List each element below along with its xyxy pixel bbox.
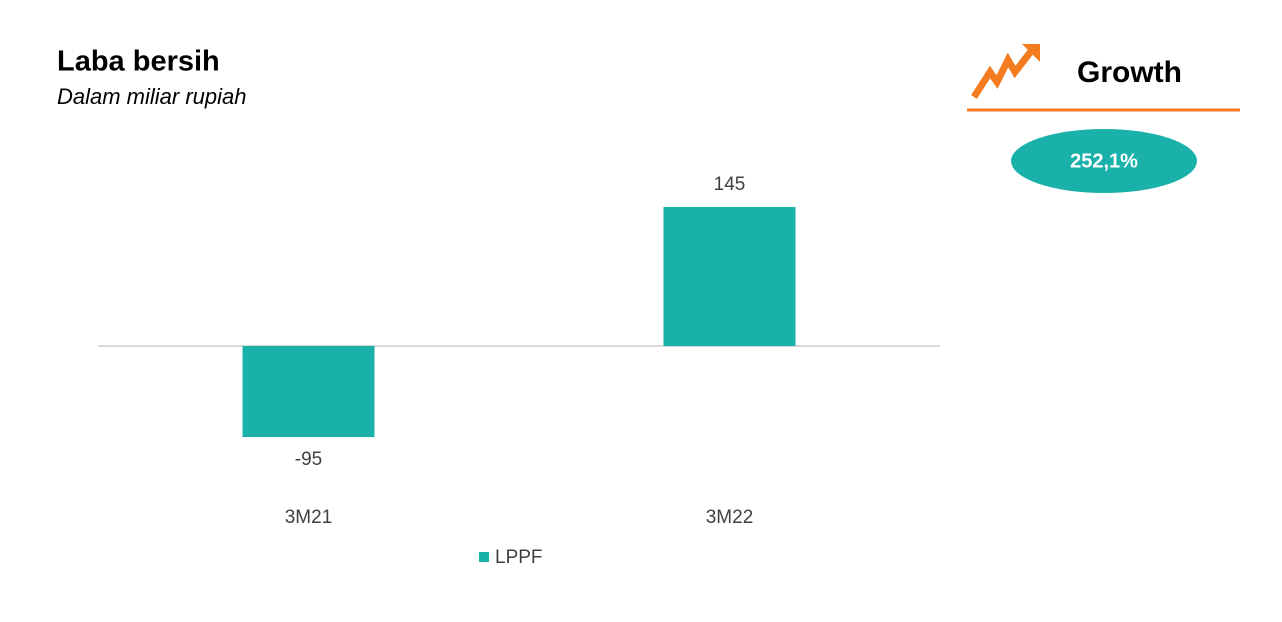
x-tick-label: 3M21 xyxy=(285,507,333,528)
legend-label: LPPF xyxy=(495,547,543,568)
bar xyxy=(663,207,796,346)
x-tick-label: 3M22 xyxy=(706,507,754,528)
value-label: -95 xyxy=(295,449,322,470)
growth-panel: Growth 252,1% xyxy=(967,44,1240,193)
panel-value: 252,1% xyxy=(1070,150,1138,172)
growth-icon-arrowhead xyxy=(1022,44,1040,62)
panel-badge xyxy=(1011,129,1197,193)
panel-title: Growth xyxy=(1077,56,1182,89)
value-label: 145 xyxy=(714,174,746,195)
chart-subtitle: Dalam miliar rupiah xyxy=(57,84,247,109)
bar xyxy=(242,346,375,438)
legend-swatch xyxy=(479,552,489,562)
growth-icon xyxy=(971,47,1035,99)
chart-title: Laba bersih xyxy=(57,46,220,78)
